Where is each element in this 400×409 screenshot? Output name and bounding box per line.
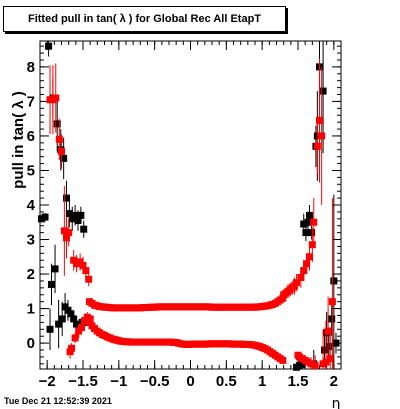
data-point [47,280,55,288]
x-tick-label: 0 [186,373,194,390]
data-point [77,211,85,219]
data-point [60,154,68,162]
series-red [46,58,336,370]
data-point [313,142,321,150]
data-point [318,132,326,140]
data-point [326,355,334,363]
data-point [311,362,319,370]
x-tick-labels: −2 −1.5 −1 −0.5 0 0.5 1 1.5 2 [39,373,338,390]
data-point [78,324,86,332]
data-point [65,229,73,237]
data-point [73,260,81,268]
x-tick-label: 0.5 [216,373,237,390]
data-point [63,234,71,242]
data-point [305,253,313,261]
x-tick-label: −1 [110,373,127,390]
x-tick-label: −1.5 [68,373,98,390]
data-series [37,41,340,371]
data-point [70,315,78,323]
data-point [308,241,316,249]
data-point [58,315,66,323]
data-point [322,358,330,366]
data-point [53,120,61,128]
data-point [303,260,311,268]
data-point [55,320,63,328]
data-point [321,346,329,354]
data-point [51,265,59,273]
data-point [71,211,79,219]
chart-title: Fitted pull in tan( λ ) for Global Rec A… [3,6,286,32]
data-point [68,344,76,352]
data-point [65,210,73,218]
data-point [319,87,327,95]
x-tick-label: 1 [258,373,266,390]
y-tick-label: 7 [27,93,35,110]
data-point [55,135,63,143]
data-point [46,325,54,333]
data-point [52,94,60,102]
x-tick-label: 2 [330,373,338,390]
data-point [328,315,336,323]
data-point [41,213,49,221]
data-point [293,279,301,287]
x-tick-label: 1.5 [288,373,309,390]
data-point [307,360,315,368]
data-point [325,343,333,351]
data-point [279,356,287,364]
data-point [79,261,87,269]
timestamp: Tue Dec 21 12:52:39 2021 [4,396,112,406]
data-point [85,275,93,283]
y-tick-label: 3 [27,232,35,249]
data-point [302,229,310,237]
data-point [298,361,306,369]
y-tick-labels: 0 1 2 3 4 5 6 7 8 [27,59,36,352]
data-point [332,339,340,347]
y-tick-label: 5 [27,162,35,179]
data-point [328,298,336,306]
x-tick-label: −2 [39,373,56,390]
data-point [86,315,94,323]
x-tick-label: −0.5 [140,373,170,390]
data-point [45,42,53,50]
y-tick-label: 4 [27,197,36,214]
data-point [80,225,88,233]
x-axis-label: η [332,396,341,409]
data-point [82,267,90,275]
data-point [330,277,338,285]
data-point [310,218,318,226]
y-axis-label: pull in tan( λ ) [10,91,27,189]
y-tick-label: 8 [27,59,35,76]
data-point [60,227,68,235]
data-point [300,267,308,275]
data-point [308,229,316,237]
data-point [300,220,308,228]
y-tick-label: 2 [27,266,35,283]
data-point [324,327,332,335]
y-tick-label: 6 [27,128,35,145]
data-point [305,211,313,219]
data-point [67,310,75,318]
data-point [316,116,323,124]
data-point [297,274,305,282]
data-point [74,217,82,225]
data-point [71,334,79,342]
data-point [37,215,45,223]
data-point [304,218,312,226]
y-tick-label: 0 [27,335,35,352]
y-tick-label: 1 [27,301,35,318]
data-point [63,194,71,202]
data-point [58,147,65,155]
